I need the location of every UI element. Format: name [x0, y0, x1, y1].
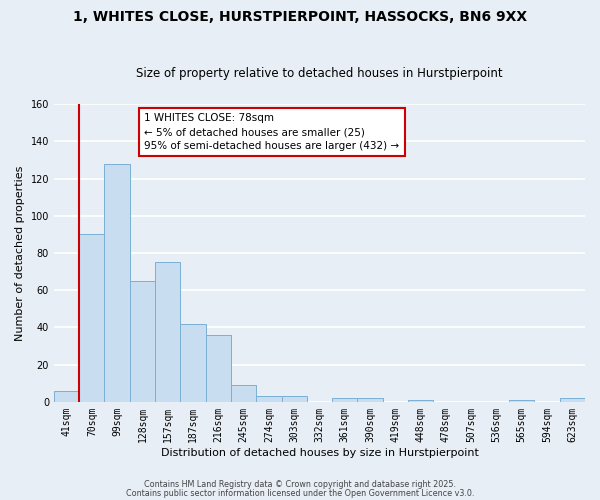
Bar	[332, 398, 358, 402]
X-axis label: Distribution of detached houses by size in Hurstpierpoint: Distribution of detached houses by size …	[161, 448, 478, 458]
Bar	[256, 396, 281, 402]
Bar	[206, 335, 231, 402]
Bar	[54, 390, 79, 402]
Bar	[130, 281, 155, 402]
Text: Contains HM Land Registry data © Crown copyright and database right 2025.: Contains HM Land Registry data © Crown c…	[144, 480, 456, 489]
Y-axis label: Number of detached properties: Number of detached properties	[15, 166, 25, 340]
Text: 1 WHITES CLOSE: 78sqm
← 5% of detached houses are smaller (25)
95% of semi-detac: 1 WHITES CLOSE: 78sqm ← 5% of detached h…	[144, 113, 400, 151]
Bar	[79, 234, 104, 402]
Bar	[408, 400, 433, 402]
Bar	[104, 164, 130, 402]
Bar	[155, 262, 181, 402]
Text: Contains public sector information licensed under the Open Government Licence v3: Contains public sector information licen…	[126, 489, 474, 498]
Bar	[181, 324, 206, 402]
Bar	[281, 396, 307, 402]
Bar	[231, 385, 256, 402]
Title: Size of property relative to detached houses in Hurstpierpoint: Size of property relative to detached ho…	[136, 66, 503, 80]
Bar	[560, 398, 585, 402]
Bar	[509, 400, 535, 402]
Bar	[358, 398, 383, 402]
Text: 1, WHITES CLOSE, HURSTPIERPOINT, HASSOCKS, BN6 9XX: 1, WHITES CLOSE, HURSTPIERPOINT, HASSOCK…	[73, 10, 527, 24]
